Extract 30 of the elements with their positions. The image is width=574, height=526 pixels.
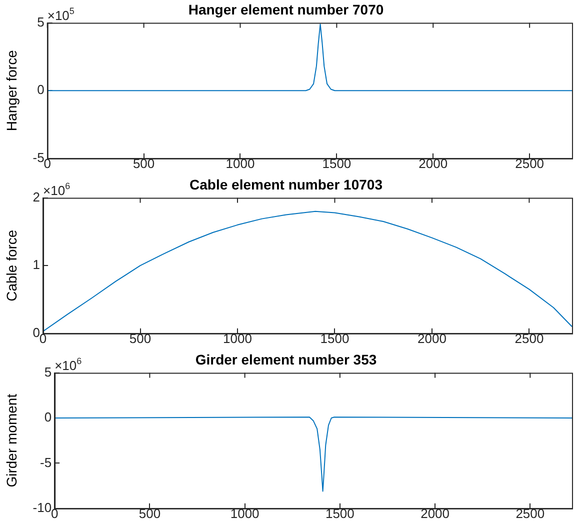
x-tick-label: 1000 (223, 330, 252, 346)
x-tick-label: 1500 (320, 330, 350, 346)
y-axis-title: Hanger force (3, 50, 20, 132)
chart-title: Hanger element number 7070 (188, 1, 384, 18)
y-tick-label: 0 (37, 82, 44, 98)
x-tick-label: 1000 (230, 506, 260, 521)
x-tick-label: 2000 (418, 330, 446, 346)
x-tick-label: 500 (138, 506, 161, 521)
y-tick-label: -5 (32, 150, 44, 165)
x-tick-label: 2000 (418, 156, 448, 171)
x-tick-label: 2500 (514, 330, 544, 346)
x-tick-label: 1500 (325, 506, 354, 521)
y-tick-label: 5 (37, 14, 44, 30)
x-tick-label: 1500 (322, 156, 352, 171)
y-tick-label: 1 (32, 257, 40, 272)
y-axis-title: Cable force (3, 230, 20, 302)
x-tick-label: 1000 (226, 156, 255, 171)
chart-title: Girder element number 353 (195, 351, 377, 368)
x-tick-label: 500 (129, 330, 152, 346)
y-tick-label: 5 (44, 364, 52, 380)
y-tick-label: -5 (40, 454, 52, 470)
x-tick-label: 2000 (420, 506, 450, 521)
y-tick-label: -10 (32, 500, 52, 515)
y-axis-title: Girder moment (3, 394, 20, 488)
x-tick-label: 2500 (515, 156, 544, 171)
x-tick-label: 500 (132, 156, 155, 171)
chart-title: Cable element number 10703 (190, 176, 383, 192)
x-tick-label: 2500 (516, 506, 545, 521)
y-tick-label: 2 (32, 189, 40, 204)
y-tick-label: 0 (44, 410, 52, 425)
